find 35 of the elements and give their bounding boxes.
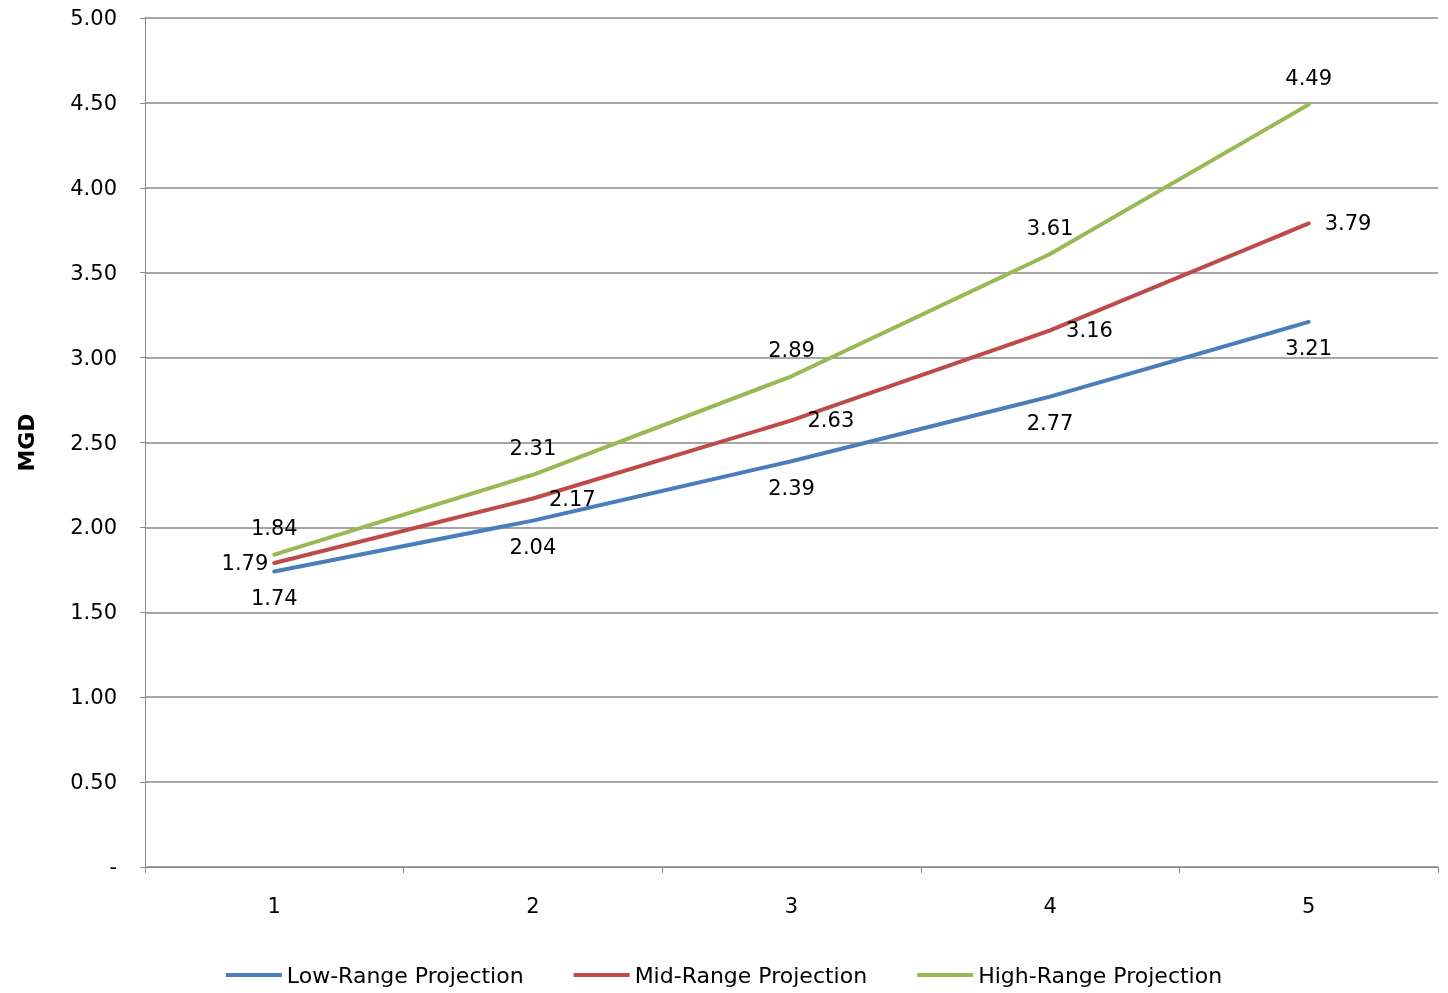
- y-tick-label: 2.50: [70, 430, 117, 455]
- y-tick-label: 4.50: [70, 90, 117, 115]
- y-tick-label: 1.00: [70, 685, 117, 710]
- data-label: 2.77: [1026, 411, 1074, 436]
- legend-label: Low-Range Projection: [286, 962, 524, 988]
- x-tick-label: 1: [267, 893, 281, 918]
- y-tick-label: 5.00: [70, 6, 117, 30]
- y-tick-label: 2.00: [70, 515, 117, 540]
- y-axis-title: MGD: [13, 413, 39, 472]
- data-label: 3.21: [1285, 336, 1333, 361]
- y-tick-label: 3.00: [70, 345, 117, 370]
- data-label: 2.17: [548, 486, 596, 511]
- x-tick-label: 5: [1302, 893, 1316, 918]
- y-tick-label: 1.50: [70, 600, 117, 625]
- legend-label: High-Range Projection: [978, 962, 1223, 988]
- y-tick-label: 4.00: [70, 175, 117, 200]
- x-tick-label: 2: [526, 893, 540, 918]
- data-label: 2.31: [509, 436, 557, 461]
- x-tick-label: 4: [1043, 893, 1057, 918]
- data-label: 3.61: [1026, 215, 1074, 240]
- data-label: 2.63: [807, 408, 855, 433]
- x-tick-label: 3: [784, 893, 799, 918]
- data-label: 2.89: [768, 337, 815, 362]
- data-label: 2.04: [509, 535, 557, 560]
- data-label: 2.39: [768, 475, 815, 500]
- data-label: 1.79: [221, 551, 269, 576]
- data-label: 1.74: [250, 586, 298, 611]
- y-tick-label: 3.50: [70, 260, 117, 285]
- legend-label: Mid-Range Projection: [634, 962, 868, 988]
- data-label: 4.49: [1285, 66, 1333, 91]
- data-label: 3.79: [1324, 211, 1372, 236]
- y-tick-label: 0.50: [70, 770, 117, 795]
- y-tick-label: -: [109, 855, 117, 879]
- data-label: 1.84: [250, 516, 298, 541]
- data-label: 3.16: [1066, 318, 1113, 343]
